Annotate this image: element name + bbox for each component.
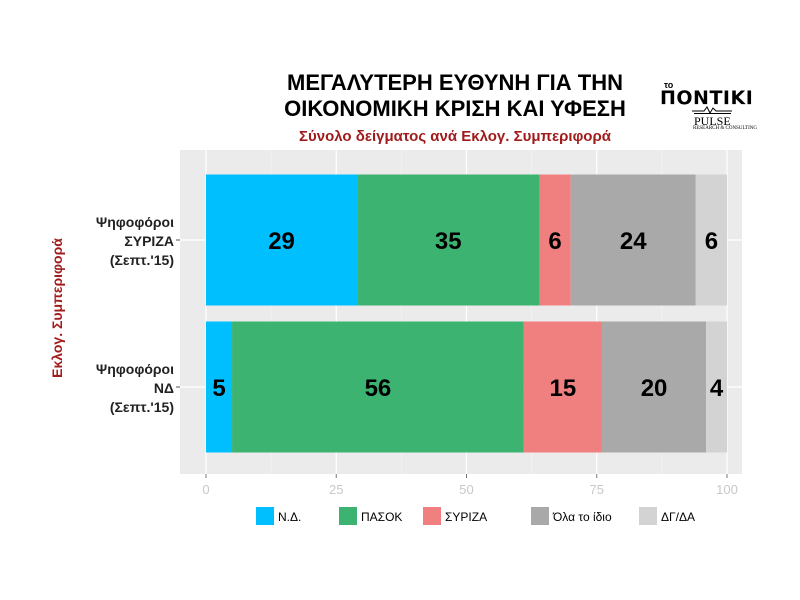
bar-segment (539, 174, 571, 306)
bar-segment (357, 174, 540, 306)
x-tick-label: 50 (459, 482, 473, 497)
bar-segment (206, 174, 358, 306)
legend-label: ΠΑΣΟΚ (361, 510, 402, 524)
category-label: ΣΥΡΙΖΑ (124, 233, 174, 249)
bar-value-label: 56 (365, 375, 392, 402)
x-tick-label: 0 (202, 482, 209, 497)
bar-segment (706, 321, 727, 453)
bar-value-label: 20 (641, 375, 668, 402)
logo-brand-text: ΠΟΝΤΙΚΙ (660, 87, 754, 109)
legend-label: ΔΓ/ΔΑ (661, 510, 695, 524)
category-label: Ψηφοφόροι (96, 214, 174, 230)
logo-pulse-text: PULSE (694, 113, 731, 128)
bar-value-label: 4 (710, 375, 724, 402)
x-tick-label: 75 (590, 482, 604, 497)
legend-swatch (531, 507, 549, 525)
chart-title-line2: ΟΙΚΟΝΟΜΙΚΗ ΚΡΙΣΗ ΚΑΙ ΥΦΕΣΗ (284, 96, 626, 121)
bar-value-label: 5 (212, 375, 225, 402)
bar-segment (570, 174, 696, 306)
legend-label: Ν.Δ. (278, 510, 301, 524)
category-label: (Σεπτ.'15) (110, 252, 174, 268)
bar-segment (206, 321, 233, 453)
legend-swatch (639, 507, 657, 525)
legend-swatch (339, 507, 357, 525)
category-label: (Σεπτ.'15) (110, 399, 174, 415)
logo-tagline: RESEARCH & CONSULTING (693, 126, 757, 131)
legend-swatch (423, 507, 441, 525)
chart-title-line1: ΜΕΓΑΛΥΤΕΡΗ ΕΥΘΥΝΗ ΓΙΑ ΤΗΝ (287, 70, 623, 95)
x-tick-label: 100 (716, 482, 738, 497)
category-label: ΝΔ (154, 380, 174, 396)
bar-value-label: 35 (435, 228, 462, 255)
bar-segment (601, 321, 707, 453)
bar-value-label: 15 (550, 375, 577, 402)
x-tick-label: 25 (329, 482, 343, 497)
bar-value-label: 29 (268, 228, 295, 255)
bar-segment (232, 321, 524, 453)
pontiki-pulse-logo: το ΠΟΝΤΙΚΙ PULSE RESEARCH & CONSULTING (660, 78, 760, 133)
category-label: Ψηφοφόροι (96, 361, 174, 377)
bar-value-label: 6 (548, 228, 561, 255)
legend-label: Όλα το ίδιο (552, 510, 612, 524)
logo-small-text: το (664, 80, 674, 90)
chart-subtitle: Σύνολο δείγματος ανά Εκλογ. Συμπεριφορά (299, 128, 611, 145)
bar-segment (523, 321, 602, 453)
bar-value-label: 24 (620, 228, 647, 255)
bar-segment (695, 174, 727, 306)
bar-value-label: 6 (705, 228, 718, 255)
legend-swatch (256, 507, 274, 525)
legend-label: ΣΥΡΙΖΑ (445, 510, 487, 524)
